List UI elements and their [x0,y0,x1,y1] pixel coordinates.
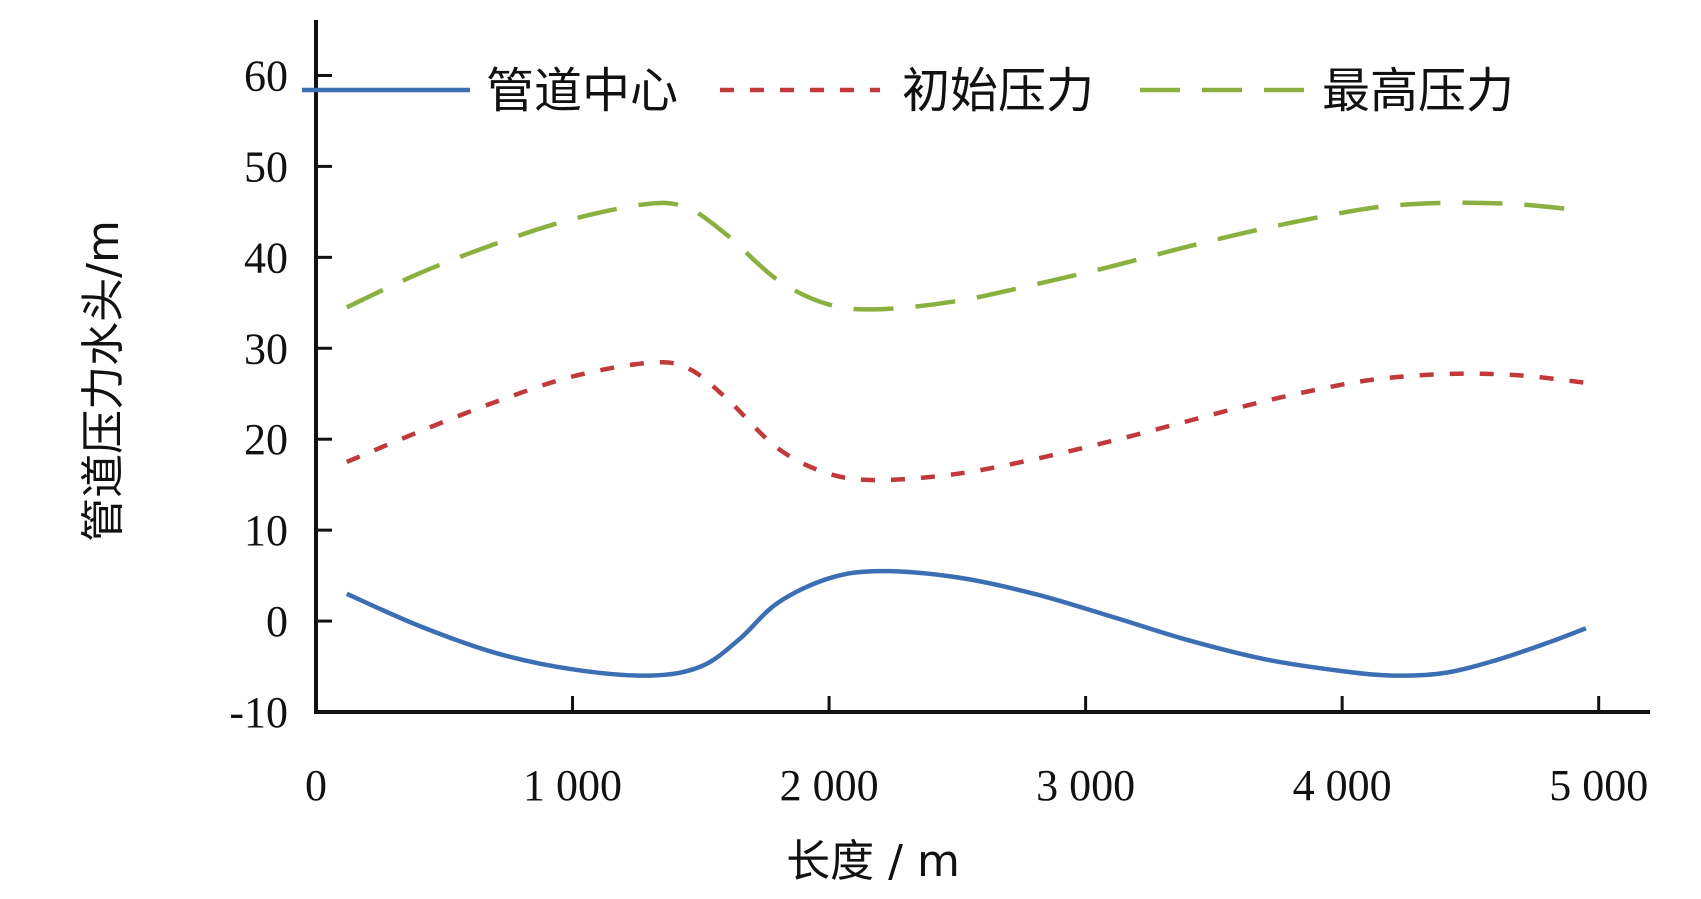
series-lines [345,200,1587,678]
x-tick-label: 0 [305,761,327,810]
x-tick-label: 4 000 [1293,761,1392,810]
y-tick-label: 20 [244,415,288,464]
x-tick-label: 1 000 [523,761,622,810]
y-tick-label: 40 [244,233,288,282]
y-tick-label: 0 [266,597,288,646]
x-tick-label: 3 000 [1036,761,1135,810]
y-axis-title: 管道压力水头/m [78,220,129,542]
y-tick-label: 10 [244,506,288,555]
x-tick-label: 5 000 [1549,761,1648,810]
y-tick-label: 60 [244,51,288,100]
y-tick-label: -10 [229,688,288,737]
series-line-pipe-center [345,568,1587,678]
legend-label-pipe-center: 管道中心 [486,63,678,119]
series-line-max-pressure [345,200,1587,312]
y-tick-label: 50 [244,142,288,191]
x-tick-label: 2 000 [780,761,879,810]
axes [314,20,1650,714]
y-tick-label: 30 [244,324,288,373]
legend-label-initial-pressure: 初始压力 [902,63,1094,119]
legend: 管道中心 初始压力 最高压力 [302,63,1514,119]
series-line-initial-pressure [345,360,1587,483]
axis-ticks: -10 0 10 20 30 40 50 60 0 1 000 2 000 3 000 4 000 5 0… [229,51,1648,810]
x-axis-title: 长度 / m [786,836,960,887]
legend-label-max-pressure: 最高压力 [1322,63,1514,119]
